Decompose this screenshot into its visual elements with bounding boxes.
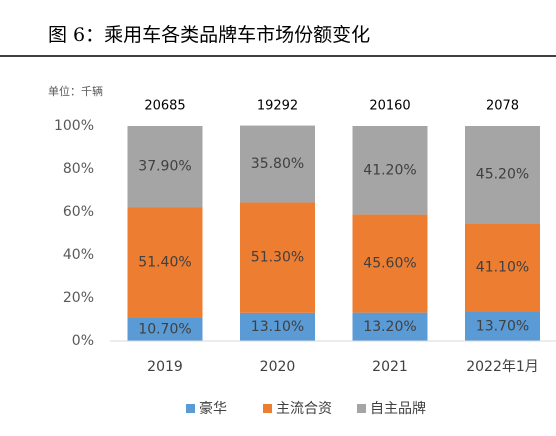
bar-segment bbox=[352, 214, 428, 313]
bar-segment bbox=[127, 126, 203, 208]
unit-label: 单位：千辆 bbox=[48, 84, 103, 98]
value-label: 13.70% bbox=[476, 318, 529, 334]
bar-segment bbox=[465, 223, 540, 312]
total-label: 20685 bbox=[144, 99, 185, 114]
value-label: 13.10% bbox=[251, 319, 304, 335]
bar-segment bbox=[352, 312, 428, 341]
y-tick-label: 100% bbox=[54, 118, 94, 134]
bar-segment bbox=[240, 125, 315, 203]
bar-segment bbox=[240, 202, 315, 313]
legend-swatch bbox=[263, 404, 272, 413]
value-label: 41.20% bbox=[363, 162, 416, 178]
value-label: 10.70% bbox=[138, 321, 191, 337]
bar-segment bbox=[465, 311, 540, 341]
legend-label: 豪华 bbox=[199, 401, 227, 417]
bar-segment bbox=[127, 207, 203, 318]
value-label: 51.40% bbox=[138, 255, 191, 271]
legend-label: 主流合资 bbox=[276, 401, 332, 417]
total-label: 2078 bbox=[486, 99, 519, 114]
x-tick-label: 2019 bbox=[147, 359, 183, 375]
x-tick-label: 2021 bbox=[372, 359, 408, 375]
value-label: 45.20% bbox=[476, 167, 529, 183]
x-tick-label: 2020 bbox=[260, 359, 296, 375]
value-label: 45.60% bbox=[363, 256, 416, 272]
legend-label: 自主品牌 bbox=[370, 400, 426, 417]
y-tick-label: 80% bbox=[63, 161, 94, 177]
bar-segment bbox=[127, 317, 203, 341]
bar-segment bbox=[240, 312, 315, 341]
y-tick-label: 60% bbox=[63, 204, 94, 220]
bar-segment bbox=[465, 126, 540, 224]
y-tick-label: 40% bbox=[63, 247, 94, 263]
y-tick-label: 20% bbox=[63, 290, 94, 306]
value-label: 41.10% bbox=[476, 259, 529, 275]
value-label: 51.30% bbox=[251, 250, 304, 266]
y-tick-label: 0% bbox=[72, 333, 94, 349]
legend-swatch bbox=[186, 404, 195, 413]
legend-swatch bbox=[357, 404, 366, 413]
value-label: 35.80% bbox=[251, 156, 304, 172]
x-tick-label: 2022年1月 bbox=[466, 359, 539, 375]
total-label: 20160 bbox=[369, 99, 410, 114]
value-label: 37.90% bbox=[138, 159, 191, 175]
bar-segment bbox=[352, 126, 428, 215]
value-label: 13.20% bbox=[363, 319, 416, 335]
chart-title: 图 6：乘用车各类品牌车市场份额变化 bbox=[48, 24, 370, 46]
total-label: 19292 bbox=[257, 99, 298, 114]
